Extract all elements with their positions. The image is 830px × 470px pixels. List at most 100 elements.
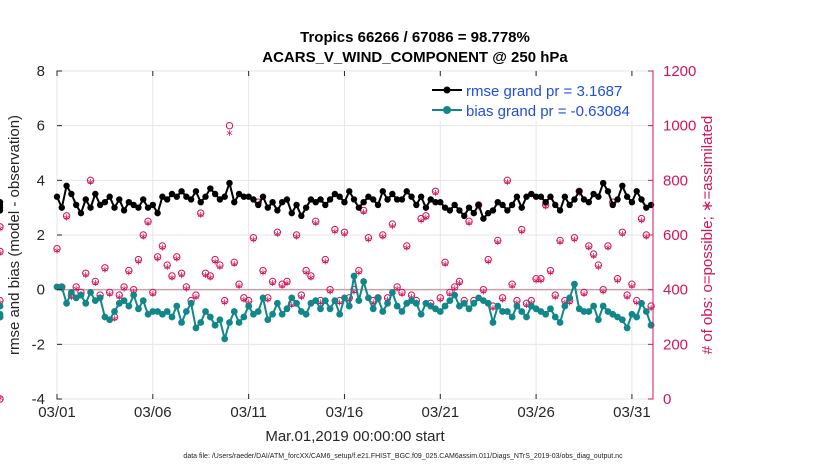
rmse-point bbox=[111, 204, 118, 211]
obs-possible-point bbox=[86, 176, 95, 185]
y2-axis-label: # of obs: o=possible; ∗=assimilated bbox=[699, 116, 716, 355]
rmse-point bbox=[312, 199, 319, 206]
obs-possible-point bbox=[177, 269, 186, 277]
bias-point bbox=[96, 294, 104, 302]
bias-point bbox=[398, 308, 406, 315]
obs-possible-point bbox=[149, 288, 157, 297]
obs-assimilated-point: * bbox=[178, 271, 185, 286]
rmse-point bbox=[154, 209, 161, 217]
legend-box bbox=[428, 77, 648, 121]
rmse-point bbox=[508, 201, 516, 209]
obs-assimilated-point: * bbox=[389, 222, 396, 237]
obs-possible-point bbox=[551, 291, 559, 299]
obs-possible-point bbox=[0, 296, 4, 305]
obs-possible-point bbox=[302, 266, 310, 275]
rmse-point bbox=[322, 201, 329, 209]
obs-assimilated-point: * bbox=[111, 315, 118, 330]
obs-possible-point bbox=[72, 283, 80, 291]
obs-assimilated-point: * bbox=[633, 298, 640, 313]
obs-possible-point bbox=[206, 272, 215, 280]
bias-point bbox=[331, 297, 339, 304]
obs-possible-point bbox=[139, 231, 147, 239]
bias-point bbox=[365, 294, 372, 302]
bias-point bbox=[561, 302, 569, 310]
obs-assimilated-point: * bbox=[54, 246, 61, 261]
y-tick-label: 0 bbox=[37, 282, 45, 299]
obs-assimilated-point: * bbox=[322, 257, 329, 272]
bias-point bbox=[623, 324, 631, 332]
rmse-point bbox=[604, 188, 612, 195]
obs-assimilated-point: * bbox=[509, 282, 516, 297]
rmse-point bbox=[422, 204, 430, 211]
rmse-point bbox=[384, 196, 391, 203]
obs-assimilated-point: * bbox=[437, 296, 444, 311]
rmse-point bbox=[259, 193, 267, 200]
obs-assimilated-point: * bbox=[375, 296, 382, 311]
obs-assimilated-point: * bbox=[523, 301, 530, 316]
obs-assimilated-point: * bbox=[332, 227, 339, 242]
bias-point bbox=[259, 294, 267, 302]
rmse-point bbox=[120, 207, 128, 214]
obs-assimilated-point: * bbox=[303, 268, 310, 283]
rmse-point bbox=[643, 204, 650, 211]
y2-tick-label: 1000 bbox=[663, 118, 696, 135]
bias-point bbox=[350, 272, 358, 280]
bias-point bbox=[503, 308, 511, 315]
bias-point bbox=[393, 302, 401, 310]
obs-assimilated-point: * bbox=[169, 274, 176, 289]
y-tick-label: 2 bbox=[37, 227, 45, 244]
obs-possible-point bbox=[479, 285, 488, 294]
rmse-point bbox=[96, 201, 104, 209]
bias-point bbox=[590, 302, 597, 310]
rmse-point bbox=[552, 201, 559, 209]
rmse-point bbox=[274, 207, 281, 214]
obs-possible-point bbox=[220, 296, 229, 305]
obs-assimilated-point: * bbox=[403, 244, 410, 259]
obs-possible-point bbox=[211, 255, 219, 264]
rmse-point bbox=[446, 207, 454, 214]
obs-assimilated-point: * bbox=[576, 189, 583, 204]
obs-assimilated-point: * bbox=[571, 235, 578, 250]
obs-assimilated-point: * bbox=[221, 298, 228, 313]
rmse-point bbox=[403, 188, 410, 195]
rmse-point bbox=[116, 196, 123, 203]
bias-point bbox=[230, 308, 238, 315]
obs-possible-point bbox=[403, 242, 411, 250]
rmse-point bbox=[389, 190, 396, 198]
rmse-point bbox=[432, 199, 439, 206]
rmse-point bbox=[585, 199, 593, 206]
obs-assimilated-point: * bbox=[643, 233, 650, 248]
bias-point bbox=[360, 278, 368, 285]
bias-point bbox=[0, 302, 4, 310]
obs-possible-point bbox=[546, 266, 555, 275]
rmse-point bbox=[350, 196, 358, 203]
obs-possible-point bbox=[465, 217, 473, 226]
bias-point bbox=[182, 308, 190, 315]
obs-assimilated-point: * bbox=[59, 285, 66, 300]
obs-possible-point bbox=[494, 236, 502, 245]
rmse-point bbox=[576, 188, 583, 195]
bias-point bbox=[441, 302, 449, 310]
bias-point bbox=[53, 283, 61, 291]
rmse-point bbox=[489, 207, 497, 214]
obs-possible-point bbox=[144, 217, 152, 226]
obs-possible-point bbox=[503, 176, 512, 185]
obs-assimilated-point: * bbox=[154, 255, 161, 270]
obs-assimilated-point: * bbox=[365, 235, 372, 250]
rmse-point bbox=[163, 196, 171, 203]
obs-assimilated-point: * bbox=[183, 285, 190, 300]
obs-possible-point bbox=[441, 258, 449, 267]
rmse-point bbox=[638, 196, 645, 203]
y2-tick-label: 0 bbox=[663, 391, 671, 408]
bias-point bbox=[599, 302, 607, 310]
obs-possible-point bbox=[450, 283, 459, 291]
obs-assimilated-point: * bbox=[312, 219, 319, 234]
bias-point bbox=[374, 294, 382, 302]
bias-point bbox=[326, 305, 334, 313]
bias-point bbox=[111, 308, 118, 315]
bias-point bbox=[283, 305, 291, 313]
obs-assimilated-point: * bbox=[394, 285, 401, 300]
obs-assimilated-point: * bbox=[600, 287, 607, 302]
obs-possible-point bbox=[163, 261, 171, 269]
bias-point bbox=[638, 299, 645, 307]
